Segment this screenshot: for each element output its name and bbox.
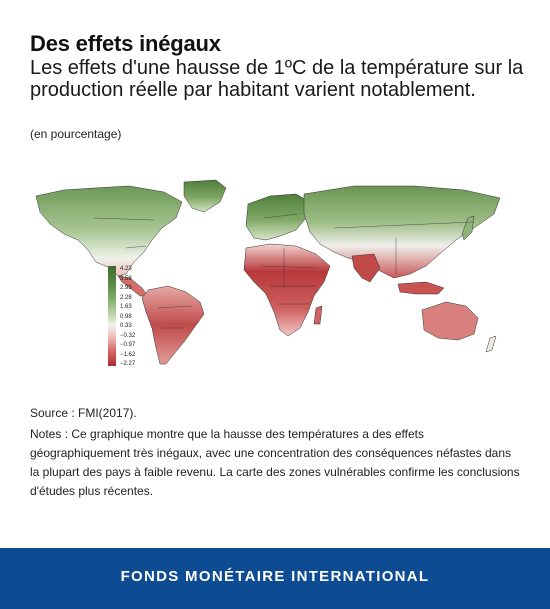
southeast-asia-region [397,281,445,295]
page-subtitle: Les effets d'une hausse de 1ºC de la tem… [30,57,524,101]
map-legend: 4.23 3.58 2.93 2.28 1.63 0.98 0.33 −0.32… [108,266,168,370]
legend-label: 2.93 [120,285,132,291]
greenland-region [183,179,227,213]
new-zealand-region [485,335,497,353]
legend-label: 3.58 [120,275,132,282]
unit-note: (en pourcentage) [30,127,122,141]
footer-banner: FONDS MONÉTAIRE INTERNATIONAL [0,548,550,609]
country-borders [93,213,475,329]
europe-region [245,193,311,241]
legend-label: 1.63 [120,304,132,310]
page-title: Des effets inégaux [30,31,221,56]
australia-region [421,301,479,341]
legend-color-bar [108,266,116,366]
legend-label: 2.28 [120,294,132,301]
asia-region [303,185,501,279]
world-map [35,179,501,365]
notes-text: Notes : Ce graphique montre que la hauss… [30,427,520,498]
legend-label: −0.97 [120,342,136,348]
africa-region [243,243,331,337]
legend-label: −1.62 [120,351,136,358]
footer-org-name: FONDS MONÉTAIRE INTERNATIONAL [120,568,430,585]
legend-label: 0.33 [120,323,132,329]
south-america-region [141,285,205,365]
legend-label: −2.27 [120,361,136,367]
source-note: Source : FMI(2017). [30,406,137,420]
india-region [351,253,381,283]
madagascar-region [313,305,323,325]
legend-label: 4.23 [120,266,132,272]
legend-label: 0.98 [120,313,132,320]
legend-label: −0.32 [120,332,136,339]
north-america-region [35,185,183,277]
